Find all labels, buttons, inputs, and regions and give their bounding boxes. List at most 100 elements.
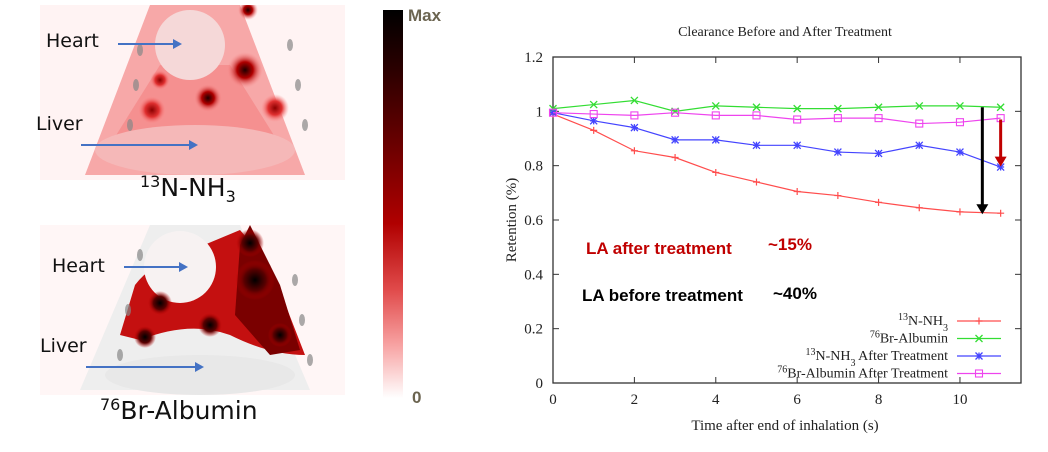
data-point [671,154,679,162]
data-point [997,209,1005,217]
data-point [955,101,964,110]
x-axis-label: Time after end of inhalation (s) [691,418,878,434]
heart-arrow-top-icon [118,39,182,49]
annotation-before-label: LA before treatment [582,286,743,305]
legend-item: 13N-NH3 [898,312,1001,334]
data-point [671,135,680,144]
legend-label: 76Br-Albumin [870,329,948,347]
legend-label: 13N-NH3 [898,312,948,334]
data-point [996,163,1005,171]
legend-item: 13N-NH3 After Treatment [805,347,1001,369]
y-tick-label: 0.4 [524,267,543,283]
x-tick-label: 8 [875,392,883,408]
x-tick-label: 2 [631,392,639,408]
annotation-after-label: LA after treatment [586,239,732,258]
data-point [589,110,598,119]
data-point [752,103,761,112]
legend-marker [974,369,984,378]
pet-scan-albumin [40,225,345,395]
legend-name: N-NH [815,349,850,364]
heart-label-bottom: Heart [52,255,105,277]
liver-label-bottom: Liver [40,335,87,357]
legend-label: 76Br-Albumin After Treatment [777,364,948,382]
pet-image-albumin: Heart Liver 76Br-Albumin [0,215,370,452]
data-point [630,123,639,132]
data-point [874,114,883,123]
data-point [915,204,923,212]
legend-item: 76Br-Albumin After Treatment [777,364,1001,382]
data-point [793,141,802,150]
legend-marker [975,352,983,360]
data-point [589,116,598,125]
legend-mass: 13 [898,312,908,323]
data-point [915,119,924,128]
legend-suffix: After Treatment [855,349,948,364]
y-tick-label: 0.2 [524,322,543,338]
legend-sub: 3 [943,323,948,334]
x-tick-label: 6 [793,392,801,408]
y-axis-label: Retention (%) [504,178,520,263]
legend-name: Br-Albumin [787,367,855,382]
data-point [711,135,720,144]
data-point [793,115,802,124]
data-point [793,187,801,195]
data-point [874,103,883,112]
data-point [711,111,720,120]
colorbar-max-label: Max [408,6,442,25]
data-point [752,141,761,150]
legend-label: 13N-NH3 After Treatment [805,347,948,369]
y-tick-label: 0.8 [524,159,543,175]
legend-suffix: After Treatment [855,367,948,382]
data-point [548,108,558,117]
data-point [915,141,924,150]
data-point [955,118,965,127]
series-line [552,112,1001,125]
pet-image-nh3: Heart Liver 13N-NH3 [0,0,370,215]
tracer-label-albumin: 76Br-Albumin [100,395,258,425]
data-point [875,198,883,206]
series-line [552,113,1001,214]
legend-mass: 76 [777,364,787,375]
data-point [630,111,639,120]
data-point [955,148,964,157]
y-tick-label: 1 [536,104,544,120]
data-point [752,178,760,186]
series-3 [548,108,1005,128]
data-point [833,114,842,123]
data-point [590,126,598,134]
change-arrow-head-icon [976,204,989,215]
data-point [834,192,842,200]
heart-label-top: Heart [46,30,99,52]
x-tick-label: 0 [549,392,557,408]
liver-arrow-bottom-icon [86,362,204,372]
retention-chart: Clearance Before and After Treatment 0 0.… [504,25,1022,434]
liver-label-top: Liver [36,113,83,135]
legend-marker [975,334,983,343]
series-2 [549,108,1005,171]
series-line [552,112,1001,168]
colorbar-min-label: 0 [412,388,422,407]
pet-scan-nh3 [40,5,345,180]
data-point [712,168,720,176]
liver-arrow-top-icon [81,140,198,150]
series-line [552,99,1001,112]
data-point [671,108,680,117]
legend-mass: 76 [870,329,880,340]
data-point [915,101,924,110]
annotation-before-value: ~40% [773,284,817,303]
data-point [833,148,842,157]
legend-sub: 3 [850,358,855,369]
chart-title: Clearance Before and After Treatment [678,25,892,40]
change-arrow-head-icon [994,156,1007,167]
legend-mass: 13 [805,347,815,358]
data-point [630,147,638,155]
data-point [956,208,964,216]
legend-item: 76Br-Albumin [870,329,1001,347]
y-tick-label: 1.2 [524,50,543,66]
data-point [589,100,598,109]
data-point [752,111,761,120]
series-0 [549,110,1005,217]
legend-name: Br-Albumin [880,332,948,347]
series-1 [549,96,1005,116]
data-point [711,101,720,110]
